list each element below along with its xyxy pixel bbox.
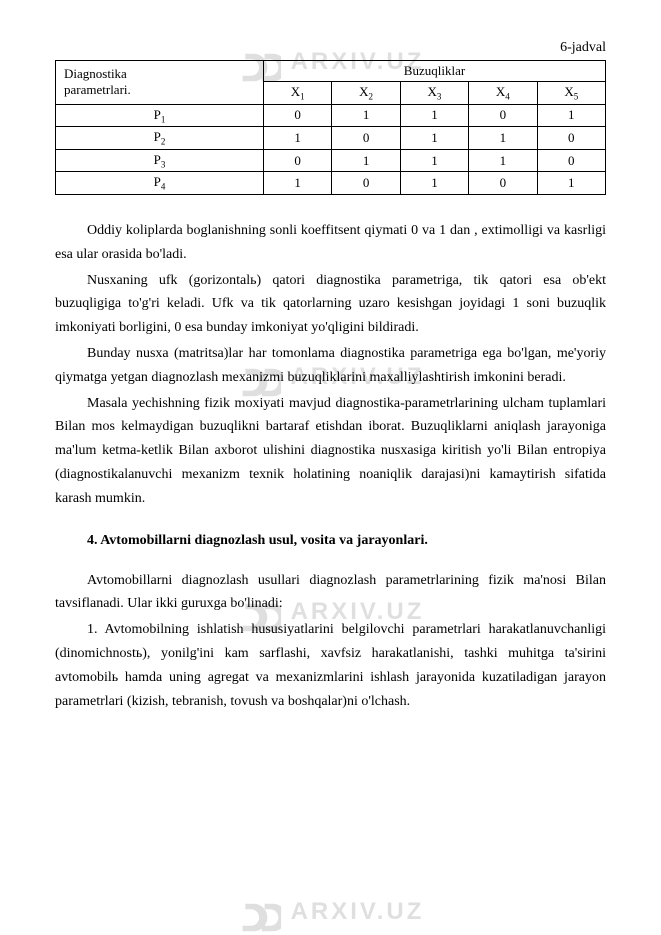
cell: 0: [332, 127, 400, 150]
row-sub: 2: [161, 137, 166, 147]
cell: 1: [400, 149, 468, 172]
col-base: X: [564, 84, 573, 99]
cell: 0: [332, 172, 400, 195]
col-header: X3: [400, 82, 468, 105]
paragraph: Masala yechishning fizik moxiyati mavjud…: [55, 392, 606, 511]
col-sub: 2: [369, 92, 374, 102]
paragraph: Nusxaning ufk (gorizontalь) qatori diagn…: [55, 269, 606, 340]
row-sub: 3: [161, 159, 166, 169]
cell: 1: [400, 172, 468, 195]
cell: 1: [263, 127, 331, 150]
corner-line-2: parametrlari.: [64, 82, 131, 97]
col-sub: 4: [505, 92, 510, 102]
paragraph: Bunday nusxa (matritsa)lar har tomonlama…: [55, 342, 606, 390]
row-base: P: [154, 152, 161, 167]
row-base: P: [154, 129, 161, 144]
row-base: P: [154, 174, 161, 189]
table-header-row-1: Diagnostika parametrlari. Buzuqliklar: [56, 61, 606, 82]
paragraph: Oddiy koliplarda boglanishning sonli koe…: [55, 219, 606, 267]
row-sub: 4: [161, 182, 166, 192]
watermark: ARXIV.UZ: [237, 890, 425, 934]
table-row: P1 0 1 1 0 1: [56, 104, 606, 127]
col-header: X2: [332, 82, 400, 105]
cell: 0: [263, 149, 331, 172]
cell: 1: [469, 127, 537, 150]
table-caption: 6-jadval: [55, 40, 606, 56]
row-label: P2: [56, 127, 264, 150]
cell: 1: [332, 149, 400, 172]
diagnostics-table: Diagnostika parametrlari. Buzuqliklar X1…: [55, 60, 606, 195]
row-label: P3: [56, 149, 264, 172]
col-base: X: [291, 84, 300, 99]
row-sub: 1: [161, 114, 166, 124]
paragraph: Avtomobillarni diagnozlash usullari diag…: [55, 569, 606, 617]
table-group-header: Buzuqliklar: [263, 61, 605, 82]
cell: 0: [537, 149, 605, 172]
row-label: P4: [56, 172, 264, 195]
watermark-text: ARXIV.UZ: [291, 898, 425, 926]
cell: 0: [537, 127, 605, 150]
cell: 1: [263, 172, 331, 195]
col-sub: 3: [437, 92, 442, 102]
cell: 0: [263, 104, 331, 127]
col-header: X5: [537, 82, 605, 105]
table-corner-header: Diagnostika parametrlari.: [56, 61, 264, 105]
cell: 1: [537, 104, 605, 127]
col-base: X: [359, 84, 368, 99]
section-title: 4. Avtomobillarni diagnozlash usul, vosi…: [55, 533, 606, 549]
col-base: X: [496, 84, 505, 99]
corner-line-1: Diagnostika: [64, 66, 127, 81]
table-row: P3 0 1 1 1 0: [56, 149, 606, 172]
row-label: P1: [56, 104, 264, 127]
col-base: X: [428, 84, 437, 99]
cell: 1: [400, 127, 468, 150]
col-header: X1: [263, 82, 331, 105]
cell: 1: [332, 104, 400, 127]
col-header: X4: [469, 82, 537, 105]
col-sub: 1: [300, 92, 305, 102]
cell: 1: [537, 172, 605, 195]
table-row: P2 1 0 1 1 0: [56, 127, 606, 150]
cell: 1: [400, 104, 468, 127]
cell: 0: [469, 104, 537, 127]
cell: 0: [469, 172, 537, 195]
cell: 1: [469, 149, 537, 172]
table-row: P4 1 0 1 0 1: [56, 172, 606, 195]
row-base: P: [154, 107, 161, 122]
col-sub: 5: [574, 92, 579, 102]
watermark-logo-icon: [237, 890, 281, 934]
paragraph: 1. Avtomobilning ishlatish hususiyatlari…: [55, 618, 606, 713]
